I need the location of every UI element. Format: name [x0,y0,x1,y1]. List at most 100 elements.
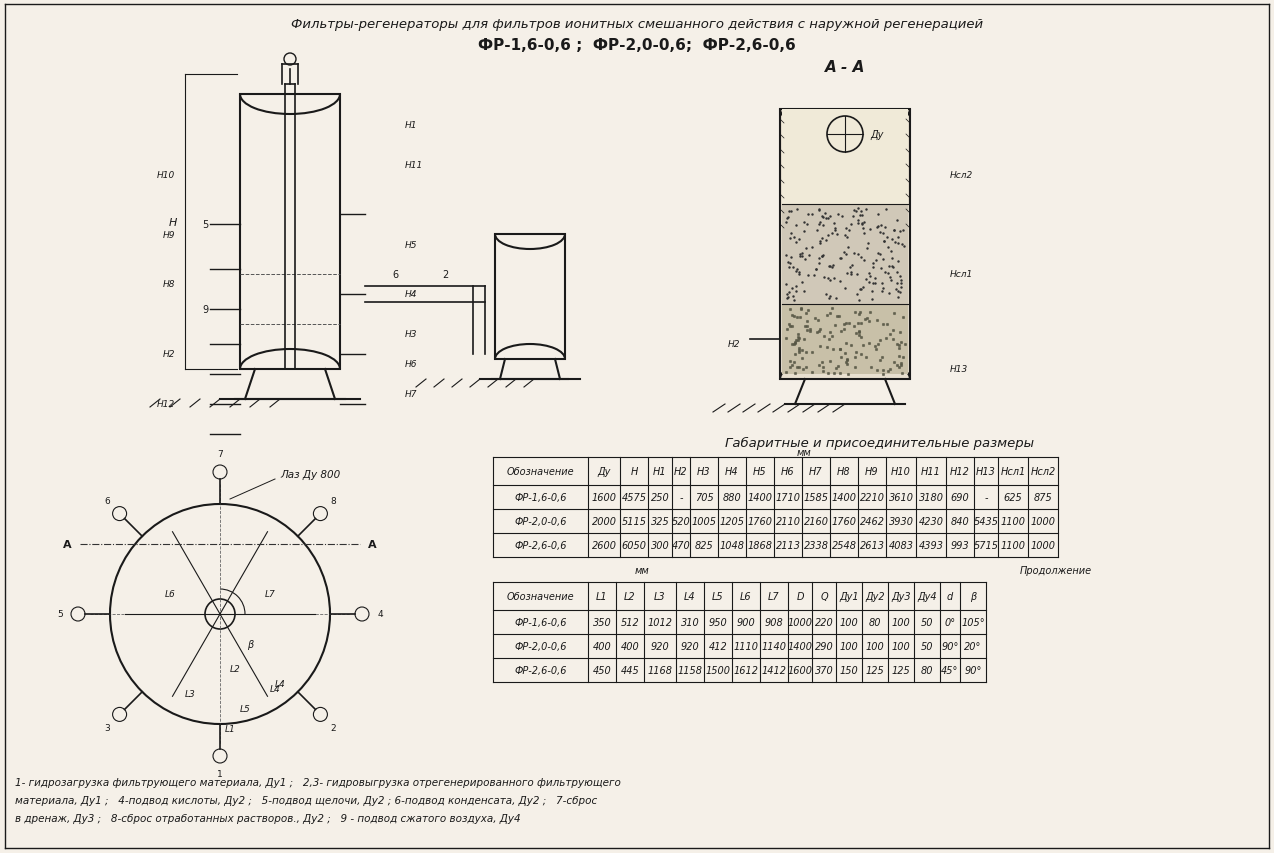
Text: Обозначение: Обозначение [507,467,575,477]
Text: 400: 400 [620,641,640,651]
Text: 1760: 1760 [832,516,856,526]
Text: 1612: 1612 [734,665,758,676]
Text: L5: L5 [712,591,724,601]
Bar [240,95,340,369]
Text: Н6: Н6 [781,467,795,477]
Text: 2210: 2210 [860,492,884,502]
Text: D: D [796,591,804,601]
Text: 90°: 90° [964,665,982,676]
Text: 4: 4 [377,610,382,618]
Text: ФР-1,6-0,6 ;  ФР-2,0-0,6;  ФР-2,6-0,6: ФР-1,6-0,6 ; ФР-2,0-0,6; ФР-2,6-0,6 [478,38,796,53]
Text: 50: 50 [921,641,934,651]
Text: ФР-2,0-0,6: ФР-2,0-0,6 [515,516,567,526]
Text: А: А [64,539,73,549]
Text: 1000: 1000 [1031,516,1055,526]
Text: Н: Н [168,218,177,227]
Text: 6: 6 [104,496,110,506]
Text: 1760: 1760 [748,516,772,526]
Text: 1: 1 [217,769,223,779]
Text: 80: 80 [921,665,934,676]
Text: Ду: Ду [598,467,610,477]
Text: 45°: 45° [941,665,959,676]
Text: 125: 125 [865,665,884,676]
Text: Габаритные и присоединительные размеры: Габаритные и присоединительные размеры [725,436,1034,449]
Text: 1600: 1600 [591,492,617,502]
Text: 20°: 20° [964,641,982,651]
Text: ФР-1,6-0,6: ФР-1,6-0,6 [515,618,567,627]
Bar [780,110,910,380]
Text: 1585: 1585 [804,492,828,502]
Text: ФР-2,0-0,6: ФР-2,0-0,6 [515,641,567,651]
Text: 100: 100 [892,641,911,651]
Text: L1: L1 [224,725,236,734]
Text: 1005: 1005 [692,516,716,526]
Text: 350: 350 [592,618,612,627]
Text: 2113: 2113 [776,540,800,550]
Text: L5: L5 [240,705,251,714]
Text: 1400: 1400 [748,492,772,502]
Text: Н13: Н13 [950,365,968,374]
Text: L1: L1 [596,591,608,601]
Text: 4575: 4575 [622,492,646,502]
Text: 920: 920 [651,641,669,651]
Text: 908: 908 [764,618,784,627]
Text: Q: Q [820,591,828,601]
Text: 2338: 2338 [804,540,828,550]
Text: Н3: Н3 [697,467,711,477]
Text: L7: L7 [265,589,275,599]
Text: 993: 993 [950,540,970,550]
Text: 840: 840 [950,516,970,526]
Text: 310: 310 [680,618,699,627]
Text: Н5: Н5 [753,467,767,477]
Text: Н11: Н11 [405,160,423,169]
Text: Н4: Н4 [725,467,739,477]
Text: 2160: 2160 [804,516,828,526]
Text: 1110: 1110 [734,641,758,651]
Text: 1710: 1710 [776,492,800,502]
Text: Лаз Ду 800: Лаз Ду 800 [280,469,340,479]
Text: 1100: 1100 [1000,516,1026,526]
Text: Н1: Н1 [654,467,666,477]
Text: Ду: Ду [870,130,883,140]
Text: 3: 3 [104,722,110,732]
Text: 3610: 3610 [888,492,913,502]
Text: 1048: 1048 [720,540,744,550]
Text: 875: 875 [1033,492,1052,502]
Text: 5435: 5435 [973,516,999,526]
Text: 470: 470 [671,540,691,550]
Text: 1412: 1412 [762,665,786,676]
Text: L6: L6 [740,591,752,601]
Text: 2: 2 [442,270,448,280]
Text: 220: 220 [814,618,833,627]
Text: 90°: 90° [941,641,959,651]
Text: Нсл2: Нсл2 [950,171,973,179]
Text: 445: 445 [620,665,640,676]
Text: L4: L4 [275,680,285,688]
Text: L7: L7 [768,591,780,601]
Text: Н1: Н1 [405,120,418,130]
Text: 5115: 5115 [622,516,646,526]
Text: Продолжение: Продолжение [1019,566,1092,575]
Text: β: β [970,591,976,601]
Text: 1- гидрозагрузка фильтрующего материала, Ду1 ;   2,3- гидровыгрузка отрегенериро: 1- гидрозагрузка фильтрующего материала,… [15,777,620,787]
Text: L2: L2 [229,664,241,674]
Text: 290: 290 [814,641,833,651]
Text: Ду2: Ду2 [865,591,885,601]
Text: 2000: 2000 [591,516,617,526]
Text: Фильтры-регенераторы для фильтров ионитных смешанного действия с наружной регене: Фильтры-регенераторы для фильтров ионитн… [290,18,984,31]
Text: 9: 9 [203,305,208,315]
Text: 920: 920 [680,641,699,651]
Text: 1600: 1600 [787,665,813,676]
Text: материала, Ду1 ;   4-подвод кислоты, Ду2 ;   5-подвод щелочи, Ду2 ; 6-подвод кон: материала, Ду1 ; 4-подвод кислоты, Ду2 ;… [15,795,598,805]
Text: 6050: 6050 [622,540,646,550]
Text: 105°: 105° [961,618,985,627]
Text: 400: 400 [592,641,612,651]
Text: -: - [985,492,987,502]
Text: 100: 100 [840,618,859,627]
Text: 690: 690 [950,492,970,502]
Text: Н2: Н2 [163,350,175,359]
Text: Н10: Н10 [157,171,175,179]
Text: 1400: 1400 [787,641,813,651]
Text: 100: 100 [892,618,911,627]
Text: 450: 450 [592,665,612,676]
